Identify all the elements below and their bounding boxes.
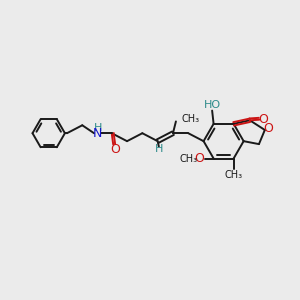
Text: CH₃: CH₃ [225,170,243,180]
Text: HO: HO [204,100,221,110]
Text: N: N [93,127,102,140]
Text: CH₃: CH₃ [180,154,198,164]
Text: O: O [264,122,274,135]
Text: O: O [258,113,268,126]
Text: CH₃: CH₃ [181,114,199,124]
Text: H: H [154,143,163,154]
Text: O: O [194,152,204,165]
Text: O: O [110,143,120,156]
Text: H: H [94,123,102,133]
